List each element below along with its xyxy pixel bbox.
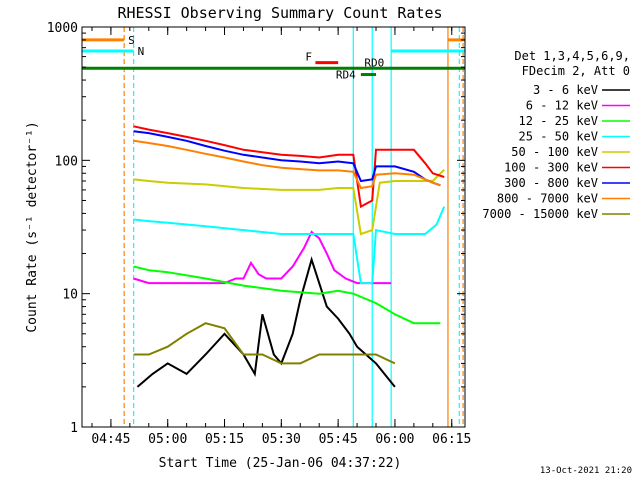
series-line-8 [133,322,396,365]
annotation-label-n: N [138,45,145,58]
series-line-7 [133,139,441,190]
x-tick-label: 06:15 [432,432,471,447]
series-line-4 [133,168,445,236]
series-line-3 [133,206,446,285]
series-line-2 [133,265,441,325]
legend-header-line-1: Det 1,3,4,5,6,9, [514,49,630,63]
legend-entry-label: 800 - 7000 keV [497,192,598,206]
legend-entry-label: 7000 - 15000 keV [482,207,598,221]
legend-entry-label: 6 - 12 keV [526,99,598,113]
chart-title: RHESSI Observing Summary Count Rates [117,4,442,22]
y-tick-label: 10 [62,288,78,303]
legend: Det 1,3,4,5,6,9, FDecim 2, Att 0 3 - 6 k… [482,49,630,221]
plot-area: SN F RD0 RD4 [82,27,465,427]
annotation-label-rd0: RD0 [364,56,384,69]
legend-entry-label: 12 - 25 keV [519,114,598,128]
annotation-label-s: S [128,34,135,47]
series-line-1 [133,230,392,285]
x-tick-label: 05:30 [262,432,301,447]
y-tick-label: 1000 [47,21,78,36]
footer-timestamp: 13-Oct-2021 21:20 [540,466,632,476]
annotation-label-f: F [305,51,312,64]
legend-entry-label: 300 - 800 keV [504,176,598,190]
x-tick-label: 05:00 [148,432,187,447]
y-tick-label: 1 [70,421,78,436]
series-line-5 [133,125,445,209]
x-tick-label: 04:45 [91,432,130,447]
x-axis-label: Start Time (25-Jan-06 04:37:22) [159,456,402,471]
y-tick-label: 100 [55,154,78,169]
y-axis-label: Count Rate (s⁻¹ detector⁻¹) [25,121,40,332]
legend-entry-label: 25 - 50 keV [519,130,598,144]
plot-frame [81,26,466,428]
annotation-label-rd4: RD4 [336,69,356,82]
x-tick-label: 05:45 [319,432,358,447]
legend-entry-label: 100 - 300 keV [504,161,598,175]
legend-entry-label: 50 - 100 keV [511,145,598,159]
x-tick-label: 05:15 [205,432,244,447]
x-tick-label: 06:00 [375,432,414,447]
legend-header-line-2: FDecim 2, Att 0 [522,64,630,78]
y-axis: 1 10 100 1000 [47,21,465,436]
series-line-6 [133,130,441,187]
legend-entry-label: 3 - 6 keV [533,83,598,97]
x-axis: 04:45 05:00 05:15 05:30 05:45 06:00 06:15 [91,27,471,447]
